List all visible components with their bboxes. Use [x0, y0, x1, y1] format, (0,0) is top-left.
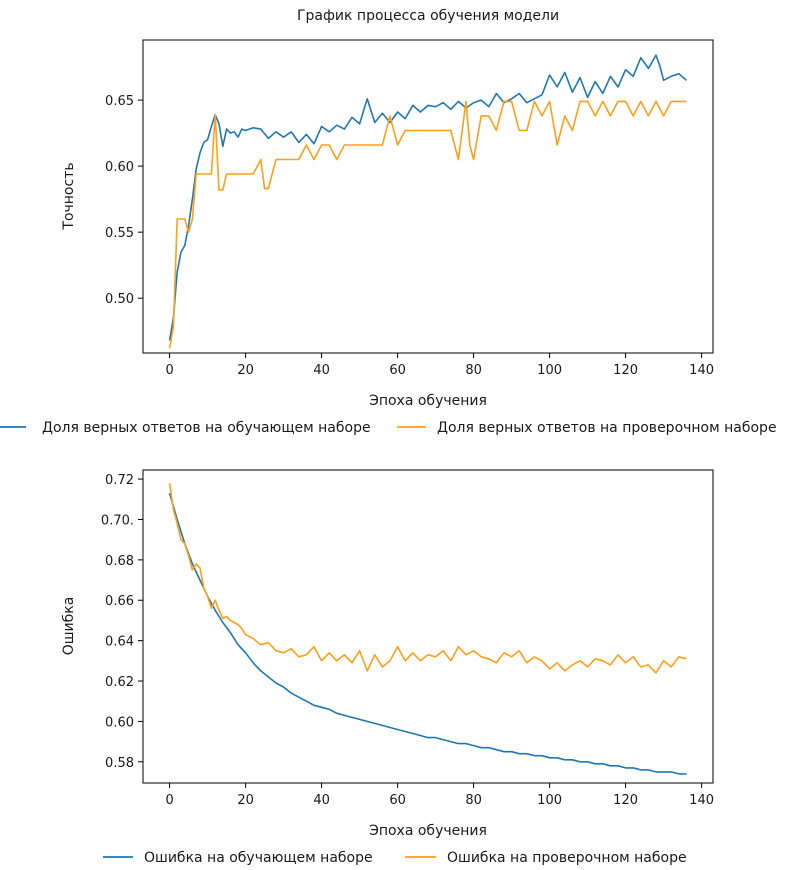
loss-x-tick-label: 140 — [689, 793, 714, 808]
accuracy-line-train — [168, 54, 687, 341]
loss-line-train — [168, 492, 687, 775]
loss-x-tick-label: 20 — [237, 793, 254, 808]
loss-y-tick-label: 0.64 — [105, 635, 134, 650]
loss-y-axis-label: Ошибка — [61, 597, 77, 656]
accuracy-x-tick-label: 140 — [689, 363, 714, 378]
accuracy-x-tick-label: 60 — [389, 363, 406, 378]
accuracy-y-tick-label: 0.50 — [105, 292, 134, 307]
loss-x-tick-label: 120 — [613, 793, 638, 808]
loss-y-tick-label: 0.60 — [105, 715, 134, 730]
loss-x-axis-label: Эпоха обучения — [369, 823, 487, 839]
accuracy-legend-val-label: Доля верных ответов на проверочном набор… — [437, 420, 777, 436]
accuracy-legend: Доля верных ответов на обучающем наборе … — [0, 420, 777, 436]
loss-x-tick-label: 60 — [389, 793, 406, 808]
loss-x-tick-label: 100 — [537, 793, 562, 808]
accuracy-x-tick-label: 20 — [237, 363, 254, 378]
loss-x-tick-label: 0 — [165, 793, 173, 808]
accuracy-x-tick-label: 80 — [465, 363, 482, 378]
accuracy-y-axis-label: Точность — [61, 162, 77, 230]
loss-legend: Ошибка на обучающем наборе Ошибка на про… — [103, 850, 687, 866]
loss-y-tick-label: 0.72 — [105, 473, 134, 488]
loss-y-tick-label: 0.62 — [105, 675, 134, 690]
accuracy-axes-frame — [142, 39, 714, 354]
loss-legend-train-label: Ошибка на обучающем наборе — [144, 850, 373, 866]
loss-y-tick-label: 0.66 — [105, 594, 134, 609]
loss-y-tick-label: 0.68 — [105, 554, 134, 569]
accuracy-y-tick-label: 0.55 — [105, 226, 134, 241]
accuracy-line-val — [168, 100, 687, 349]
accuracy-x-axis-label: Эпоха обучения — [369, 393, 487, 409]
accuracy-y-tick-label: 0.65 — [105, 94, 134, 109]
accuracy-y-tick-label: 0.60 — [105, 160, 134, 175]
loss-chart: 0 20 40 60 80 100 120 140 0.58 0.60 0.62 0.64 0.66 0.… — [61, 469, 714, 866]
loss-legend-val-label: Ошибка на проверочном наборе — [447, 850, 687, 866]
loss-y-tick-label: 0.70. — [101, 513, 134, 528]
loss-plot-area: 0 20 40 60 80 100 120 140 0.58 0.60 0.62 0.64 0.66 0.… — [101, 469, 714, 808]
accuracy-chart: 0 20 40 60 80 100 120 140 0.50 0.55 0.60 0.65 Эпоха… — [0, 39, 777, 436]
figure-title: График процесса обучения модели — [297, 8, 559, 24]
accuracy-legend-train-label: Доля верных ответов на обучающем наборе — [42, 420, 371, 436]
loss-x-tick-label: 80 — [465, 793, 482, 808]
loss-y-tick-label: 0.58 — [105, 756, 134, 771]
accuracy-x-tick-label: 0 — [165, 363, 173, 378]
accuracy-plot-area: 0 20 40 60 80 100 120 140 0.50 0.55 0.60 0.65 — [105, 39, 714, 378]
loss-line-val — [168, 482, 687, 674]
accuracy-x-tick-label: 40 — [313, 363, 330, 378]
loss-x-tick-label: 40 — [313, 793, 330, 808]
loss-axes-frame — [142, 469, 714, 784]
accuracy-x-tick-label: 120 — [613, 363, 638, 378]
accuracy-x-tick-label: 100 — [537, 363, 562, 378]
